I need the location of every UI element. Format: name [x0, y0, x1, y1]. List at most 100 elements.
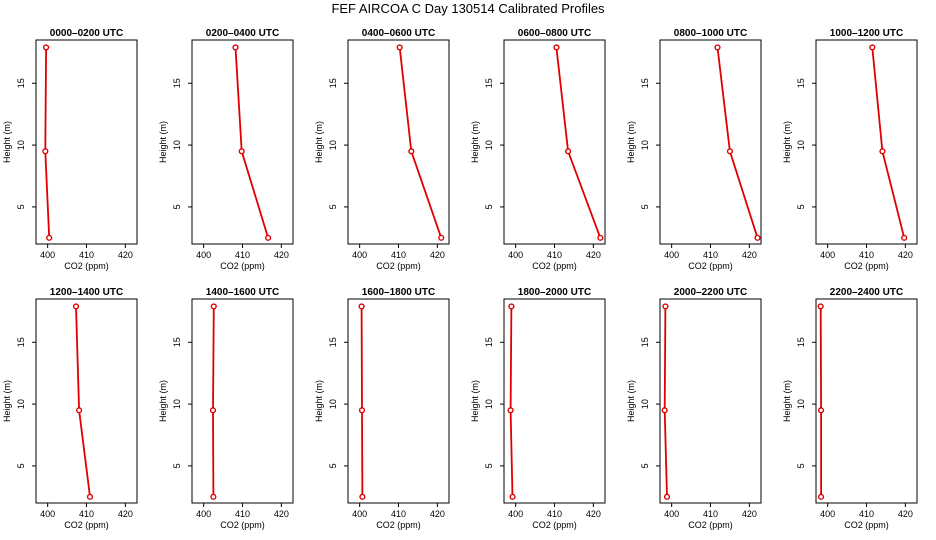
data-point	[564, 148, 572, 155]
data-point	[396, 44, 403, 51]
x-axis-label: CO2 (ppm)	[532, 261, 577, 271]
y-tick-label: 5	[796, 463, 806, 468]
data-point	[508, 303, 515, 310]
data-point	[663, 493, 671, 500]
data-point	[509, 493, 516, 500]
x-axis-label: CO2 (ppm)	[220, 261, 265, 271]
data-point	[869, 44, 876, 51]
y-tick-label: 15	[640, 337, 650, 347]
profile-line	[663, 306, 668, 497]
x-tick-label: 410	[391, 509, 406, 519]
data-point	[901, 234, 908, 241]
x-tick-label: 400	[664, 509, 679, 519]
panel-title: 0200–0400 UTC	[206, 28, 279, 39]
x-tick-label: 410	[391, 250, 406, 260]
panel-11: 2200–2400 UTC 400 410 420 CO2 (ppm) 5 10 15 Heig…	[782, 287, 918, 530]
x-tick-label: 410	[79, 250, 94, 260]
profile-line	[360, 306, 364, 497]
y-tick-label: 15	[640, 78, 650, 88]
data-point	[232, 44, 239, 51]
panel-10: 2000–2200 UTC 400 410 420 CO2 (ppm) 5 10 15 Heig…	[626, 287, 762, 530]
data-point	[72, 303, 80, 310]
panel-title: 2200–2400 UTC	[830, 287, 903, 298]
panel-3: 0600–0800 UTC 400 410 420 CO2 (ppm) 5 10 15 Heig…	[470, 28, 606, 271]
x-tick-label: 420	[586, 250, 601, 260]
data-point	[265, 234, 272, 241]
x-tick-label: 420	[118, 250, 133, 260]
profile-line	[75, 306, 91, 497]
x-tick-label: 420	[274, 509, 289, 519]
x-tick-label: 400	[352, 250, 367, 260]
x-axis-label: CO2 (ppm)	[532, 520, 577, 530]
x-tick-label: 410	[79, 509, 94, 519]
x-tick-label: 400	[508, 250, 523, 260]
panel-title: 1800–2000 UTC	[518, 287, 591, 298]
data-point	[438, 234, 445, 241]
y-tick-label: 10	[484, 399, 494, 409]
y-tick-label: 5	[172, 463, 182, 468]
data-point	[817, 407, 825, 414]
x-axis-label: CO2 (ppm)	[844, 520, 889, 530]
y-axis-label: Height (m)	[314, 380, 324, 422]
profile-line	[871, 47, 906, 239]
x-axis-label: CO2 (ppm)	[64, 261, 109, 271]
data-point	[714, 44, 721, 51]
y-axis-label: Height (m)	[470, 380, 480, 422]
plot-frame	[35, 39, 138, 245]
x-axis-label: CO2 (ppm)	[376, 261, 421, 271]
y-tick-label: 5	[16, 463, 26, 468]
plot-frame	[191, 298, 294, 504]
data-point	[879, 148, 886, 155]
data-point	[209, 407, 217, 414]
data-point	[817, 493, 825, 500]
data-point	[661, 407, 668, 414]
panel-0: 0000–0200 UTC 400 410 420 CO2 (ppm) 5 10 15 Heig…	[2, 28, 138, 271]
x-tick-label: 410	[859, 509, 874, 519]
y-tick-label: 15	[16, 78, 26, 88]
x-tick-label: 410	[859, 250, 874, 260]
panel-4: 0800–1000 UTC 400 410 420 CO2 (ppm) 5 10 15 Heig…	[626, 28, 762, 271]
x-tick-label: 410	[703, 250, 718, 260]
panel-title: 2000–2200 UTC	[674, 287, 747, 298]
y-tick-label: 10	[16, 140, 26, 150]
x-tick-label: 400	[40, 250, 55, 260]
x-tick-label: 420	[898, 509, 913, 519]
y-tick-label: 15	[328, 78, 338, 88]
plot-frame	[659, 298, 762, 504]
plot-frame	[815, 39, 918, 245]
x-tick-label: 420	[742, 509, 757, 519]
y-tick-label: 15	[796, 337, 806, 347]
y-tick-label: 5	[640, 204, 650, 209]
data-point	[86, 493, 94, 500]
data-point	[662, 303, 669, 310]
profile-line	[212, 306, 215, 497]
y-tick-label: 5	[796, 204, 806, 209]
y-axis-label: Height (m)	[2, 380, 12, 422]
y-tick-label: 15	[172, 337, 182, 347]
x-tick-label: 400	[196, 509, 211, 519]
data-point	[754, 234, 761, 241]
x-tick-label: 400	[508, 509, 523, 519]
x-tick-label: 420	[898, 250, 913, 260]
x-tick-label: 400	[820, 250, 835, 260]
x-axis-label: CO2 (ppm)	[64, 520, 109, 530]
x-tick-label: 400	[820, 509, 835, 519]
plot-frame	[659, 39, 762, 245]
data-point	[817, 303, 824, 310]
y-axis-label: Height (m)	[470, 121, 480, 163]
x-axis-label: CO2 (ppm)	[220, 520, 265, 530]
figure-title: FEF AIRCOA C Day 130514 Calibrated Profi…	[331, 1, 605, 16]
y-axis-label: Height (m)	[782, 380, 792, 422]
plot-frame	[503, 298, 606, 504]
y-tick-label: 10	[328, 140, 338, 150]
data-point	[46, 234, 53, 241]
data-point	[210, 303, 217, 310]
y-tick-label: 10	[328, 399, 338, 409]
panel-7: 1400–1600 UTC 400 410 420 CO2 (ppm) 5 10 15 Heig…	[158, 287, 294, 530]
x-tick-label: 420	[118, 509, 133, 519]
data-point	[597, 234, 604, 241]
data-point	[210, 493, 217, 500]
data-point	[358, 303, 365, 310]
